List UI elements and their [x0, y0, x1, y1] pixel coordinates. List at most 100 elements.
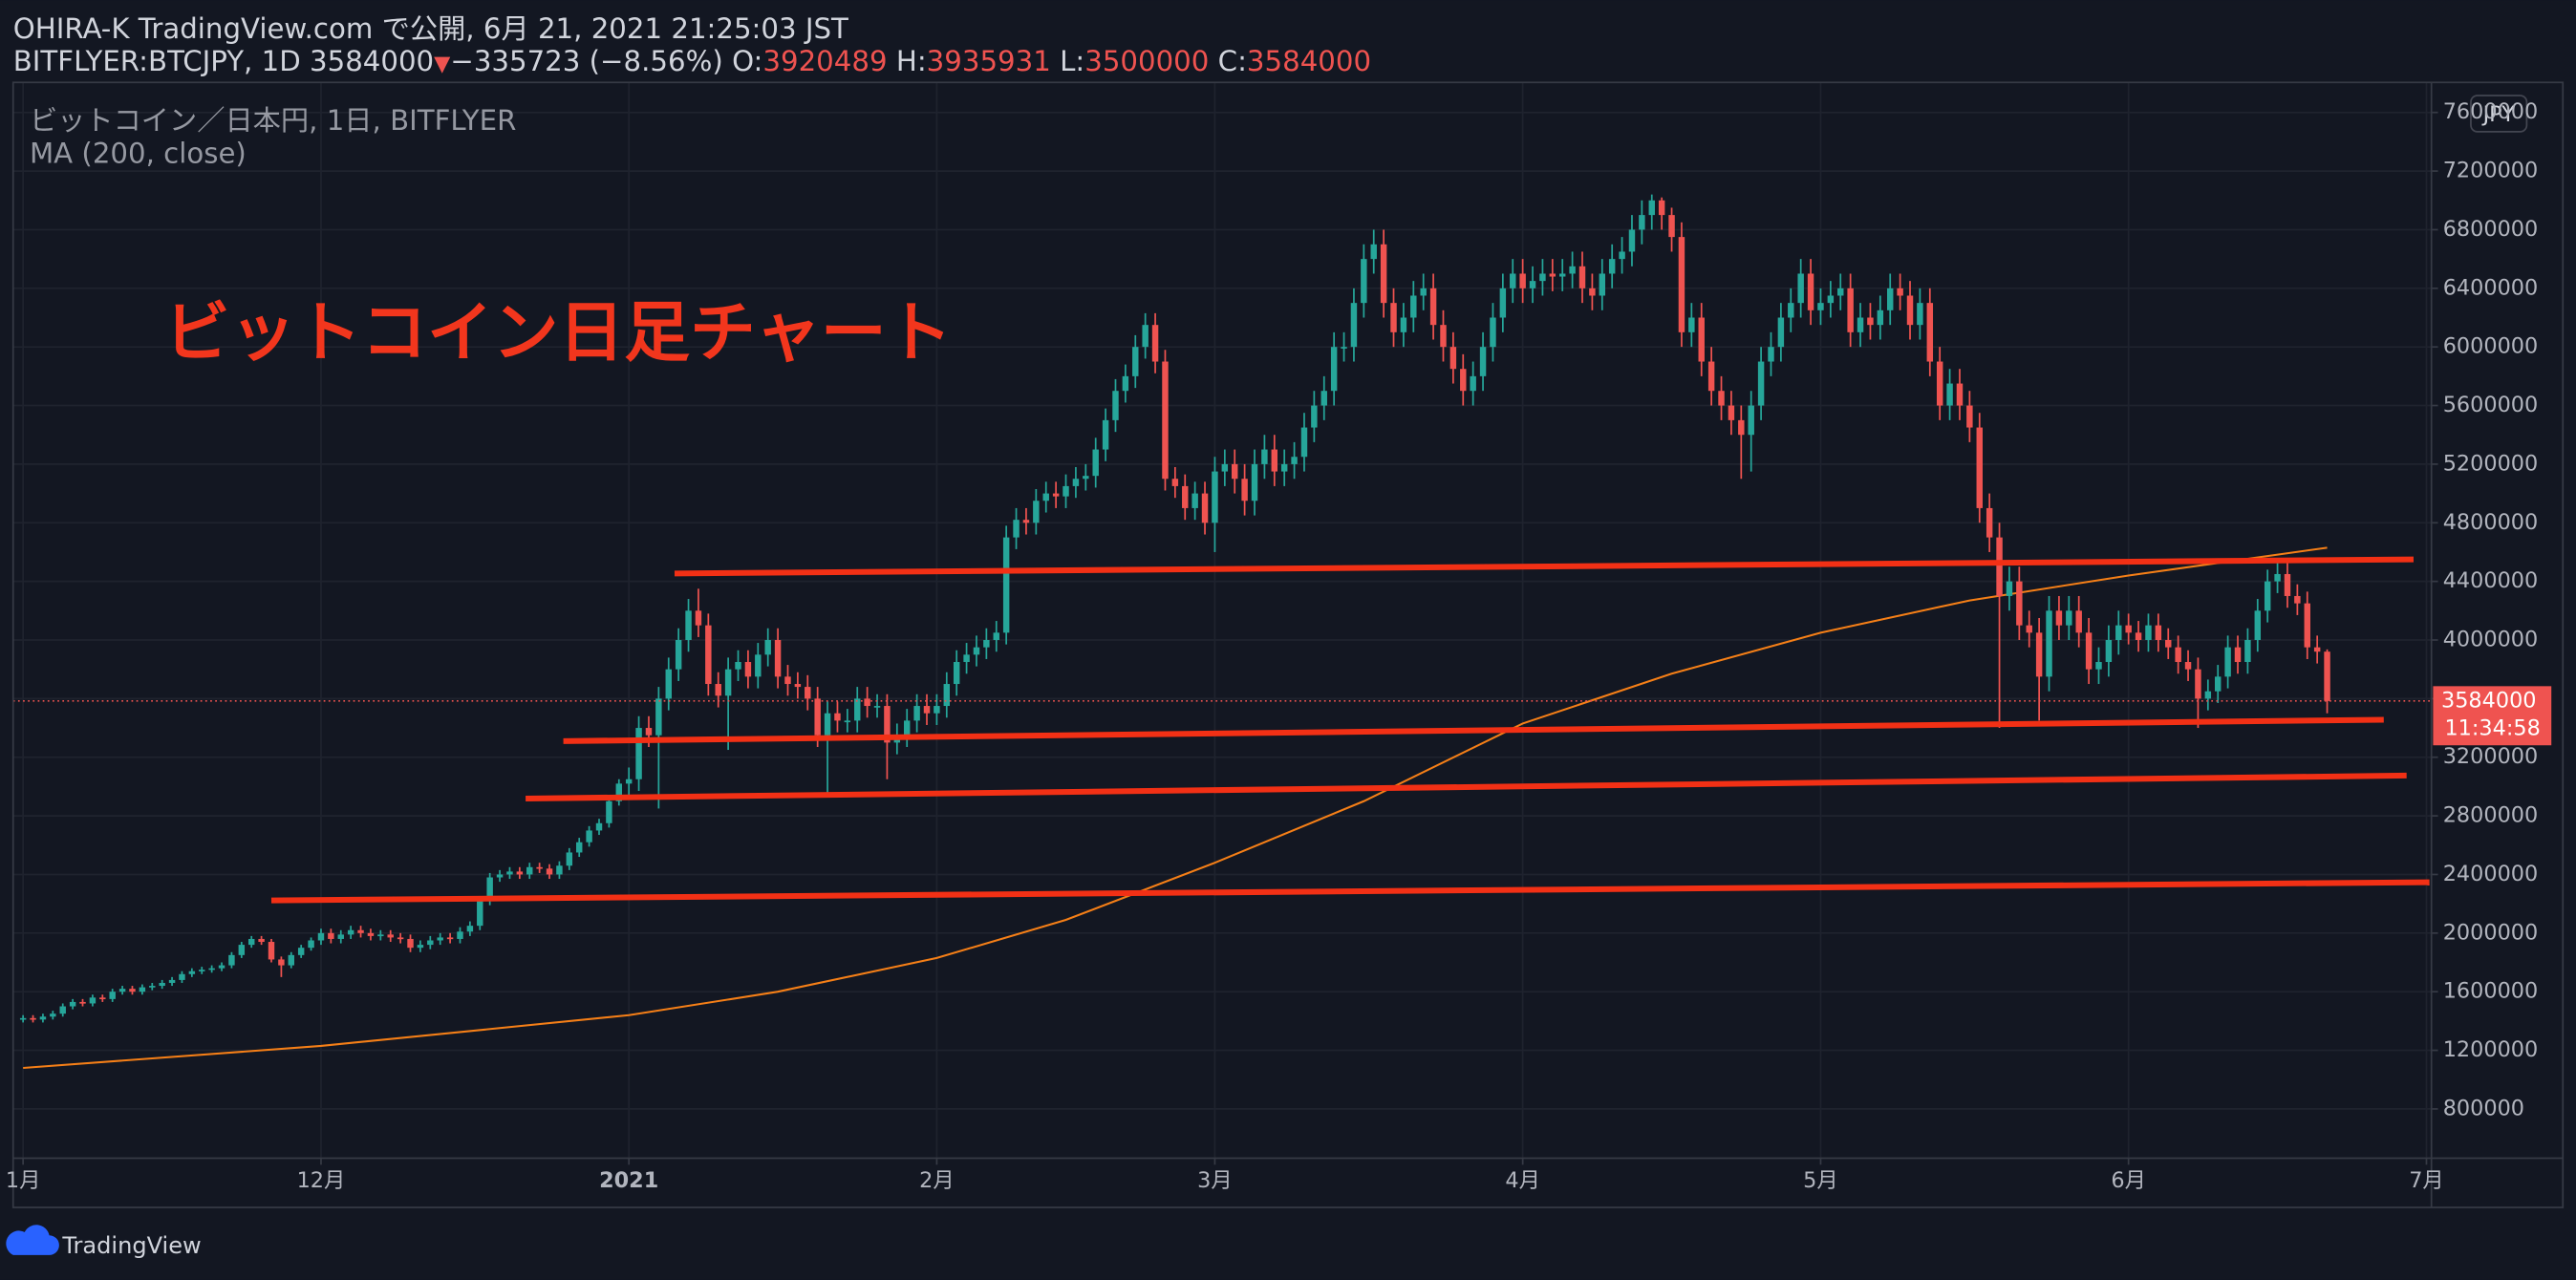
candle-body — [595, 822, 603, 831]
candle-body — [1539, 273, 1546, 282]
y-tick-label: 800000 — [2443, 1096, 2524, 1120]
low-label: L: — [1060, 45, 1084, 77]
candle-body — [1033, 501, 1040, 523]
candle-body — [1449, 347, 1457, 370]
currency[interactable]: JPY — [2481, 102, 2516, 127]
candle-body — [407, 938, 414, 949]
candle-body — [1658, 200, 1665, 216]
candle-body — [1151, 325, 1159, 362]
logo-icon[interactable] — [6, 1225, 59, 1255]
candle-body — [1112, 391, 1119, 420]
candle-body — [387, 934, 394, 938]
candle-body — [1867, 317, 1874, 326]
candle-body — [705, 625, 712, 685]
candle-body — [1470, 375, 1476, 392]
annotation: ビットコイン日足チャート — [164, 295, 953, 372]
candle-body — [1251, 463, 1258, 501]
logo[interactable]: TradingView — [6, 1225, 202, 1259]
candle-body — [118, 989, 126, 992]
candle-body — [606, 800, 612, 823]
candle-body — [1002, 537, 1010, 633]
candle-body — [1241, 479, 1248, 501]
candle-body — [2175, 647, 2181, 663]
frame — [11, 81, 2565, 1208]
candle-body — [963, 654, 970, 663]
candle-body — [297, 948, 305, 955]
candle-body — [367, 932, 375, 936]
brand[interactable]: TradingView — [61, 1232, 201, 1259]
y-tick-label: 4400000 — [2443, 568, 2539, 593]
y-tick-label: 5600000 — [2443, 393, 2539, 417]
candle-body — [685, 610, 692, 641]
candle-body — [1639, 215, 1645, 230]
candle-body — [1460, 369, 1467, 392]
badge-box[interactable] — [2470, 95, 2528, 133]
candle-body — [1052, 493, 1060, 497]
candle-body — [2234, 647, 2242, 663]
candle-body — [1390, 303, 1397, 332]
jpy-badge[interactable]: JPY — [2470, 95, 2528, 133]
candle-body — [1788, 303, 1794, 318]
candle-body — [496, 874, 504, 878]
symbol-line: BITFLYER:BTCJPY, 1D 3584000▼−335723 (−8.… — [13, 45, 1371, 77]
candle-body — [228, 954, 235, 966]
candle-body — [1072, 479, 1080, 486]
candle-body — [1936, 361, 1943, 406]
candle-body — [2215, 676, 2222, 692]
candle-body — [625, 779, 633, 784]
candle-body — [2254, 610, 2262, 641]
candle-body — [1280, 463, 1288, 472]
candle-body — [615, 783, 623, 801]
candle-body — [854, 698, 861, 721]
candle-body — [635, 728, 642, 779]
close-label: C: — [1218, 45, 1247, 77]
candle-body — [1917, 303, 1923, 326]
candle-body — [1479, 347, 1487, 376]
candle-body — [1777, 317, 1785, 348]
candle-body — [2055, 610, 2063, 626]
candle-body — [466, 926, 474, 932]
candle-body — [556, 865, 563, 875]
candle-body — [983, 640, 990, 648]
candle-body — [317, 932, 325, 941]
candle-body — [645, 728, 653, 736]
candle-body — [1886, 288, 1894, 310]
candle-body — [1529, 281, 1536, 288]
candle-body — [2313, 647, 2321, 652]
y-tick-label: 4000000 — [2443, 628, 2539, 652]
candle-body — [1877, 309, 1884, 326]
candle-body — [655, 698, 662, 736]
candle-body — [328, 932, 334, 939]
high-label: H: — [896, 45, 927, 77]
candle-body — [586, 830, 592, 843]
candle-body — [864, 698, 870, 707]
price-tag-countdown: 11:34:58 — [2444, 716, 2540, 741]
candle-body — [1698, 317, 1705, 362]
candle-body — [1599, 273, 1606, 296]
candle-body — [2066, 610, 2072, 626]
candle-body — [1490, 317, 1496, 348]
price-tag — [2433, 686, 2552, 746]
candle-body — [1410, 295, 1417, 318]
candle-body — [1102, 419, 1109, 450]
x-tick-label: 1月 — [6, 1168, 41, 1193]
candle-body — [1300, 427, 1308, 458]
candle-body — [934, 706, 940, 714]
candle-body — [526, 866, 533, 875]
candle-body — [437, 937, 443, 941]
candle-body — [546, 868, 553, 875]
y-tick-label: 1200000 — [2443, 1037, 2539, 1062]
candle-body — [1429, 288, 1437, 326]
candle-body — [109, 992, 116, 999]
candle-body — [1142, 325, 1148, 348]
candle-body — [2294, 595, 2301, 604]
candle-body — [1956, 383, 1964, 406]
candle-body — [1608, 259, 1616, 274]
candle-body — [2184, 662, 2192, 670]
candle-body — [575, 842, 583, 853]
candle-body — [1857, 317, 1864, 332]
candle-body — [1558, 273, 1566, 277]
x-tick-label: 6月 — [2111, 1168, 2146, 1193]
